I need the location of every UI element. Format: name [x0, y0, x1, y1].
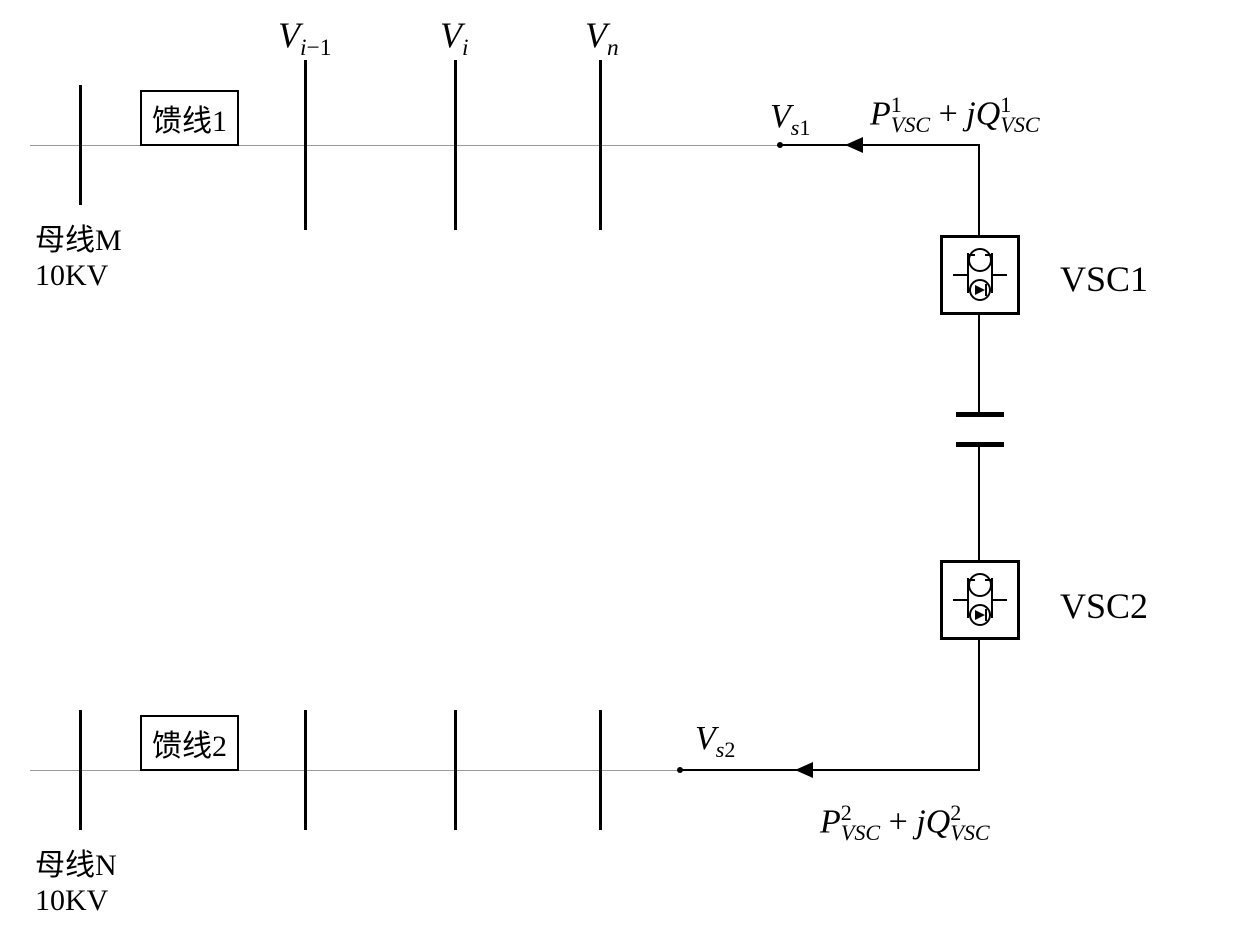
feeder2-node-tick	[304, 710, 307, 830]
conn-vsc2-h	[680, 769, 980, 771]
node-label-vi: Vi	[440, 14, 469, 62]
conn-vsc1-cap	[978, 315, 980, 415]
vs1-label: Vs1	[770, 98, 810, 141]
vsc1-icon	[943, 238, 1017, 312]
feeder1-label-box: 馈线1	[140, 90, 239, 146]
node-label-vi-1: Vi−1	[278, 14, 331, 62]
feeder2-bus-tick	[79, 710, 82, 830]
feeder1-bus-tick	[79, 85, 82, 205]
bus-m-label: 母线M 10KV	[35, 215, 122, 293]
feeder2-end-dot	[677, 767, 683, 773]
bus-n-label: 母线N 10KV	[35, 840, 117, 918]
feeder1-node-tick	[599, 60, 602, 230]
power1-label: P1VSC + jQ1VSC	[870, 92, 1040, 138]
conn-vsc2-v	[978, 640, 980, 770]
vsc1-box	[940, 235, 1020, 315]
arrow-f1	[845, 137, 863, 153]
conn-f1-h	[780, 144, 980, 146]
vsc2-icon	[943, 563, 1017, 637]
capacitor-icon	[948, 412, 1012, 452]
circuit-diagram: Vi−1 Vi Vn 馈线1 母线M 10KV Vs1 P1VSC + jQ1V…	[0, 0, 1240, 931]
feeder1-label: 馈线1	[152, 105, 227, 138]
feeder2-node-tick	[454, 710, 457, 830]
feeder2-label: 馈线2	[152, 730, 227, 763]
feeder1-node-tick	[454, 60, 457, 230]
conn-f1-v	[978, 145, 980, 235]
vsc1-label: VSC1	[1060, 258, 1148, 300]
arrow-f2	[795, 762, 813, 778]
power2-label: P2VSC + jQ2VSC	[820, 800, 990, 846]
feeder2-node-tick	[599, 710, 602, 830]
feeder2-line	[30, 770, 680, 771]
vs2-label: Vs2	[695, 720, 735, 763]
node-label-vn: Vn	[585, 14, 619, 62]
vsc2-box	[940, 560, 1020, 640]
feeder1-node-tick	[304, 60, 307, 230]
conn-cap-vsc2	[978, 447, 980, 560]
feeder2-label-box: 馈线2	[140, 715, 239, 771]
vsc2-label: VSC2	[1060, 585, 1148, 627]
